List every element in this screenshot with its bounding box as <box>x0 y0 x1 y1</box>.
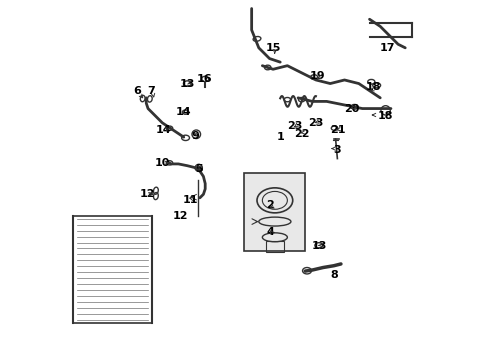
Text: 20: 20 <box>343 104 359 113</box>
Text: 2: 2 <box>266 200 274 210</box>
Text: 12: 12 <box>139 189 155 199</box>
Text: 17: 17 <box>379 43 394 53</box>
Text: 11: 11 <box>183 195 198 204</box>
Text: 3: 3 <box>333 145 341 155</box>
Text: 12: 12 <box>173 211 188 221</box>
Text: 13: 13 <box>311 241 326 251</box>
Text: 14: 14 <box>155 125 170 135</box>
Text: 16: 16 <box>196 74 212 84</box>
Text: 19: 19 <box>309 71 325 81</box>
Text: 13: 13 <box>179 78 195 89</box>
Text: 15: 15 <box>265 43 280 53</box>
Text: 1: 1 <box>276 132 284 142</box>
Text: 10: 10 <box>154 158 170 168</box>
FancyBboxPatch shape <box>244 173 305 251</box>
Text: 18: 18 <box>366 82 381 92</box>
Text: 21: 21 <box>329 125 345 135</box>
Text: 18: 18 <box>377 111 392 121</box>
Text: 7: 7 <box>147 86 155 96</box>
Text: 14: 14 <box>175 107 190 117</box>
Text: 6: 6 <box>133 86 141 96</box>
Text: 23: 23 <box>286 121 302 131</box>
Text: 5: 5 <box>195 164 202 174</box>
Text: 9: 9 <box>191 131 199 141</box>
Text: 8: 8 <box>329 270 337 280</box>
Text: 22: 22 <box>293 129 309 139</box>
Text: 4: 4 <box>266 227 274 237</box>
Text: 23: 23 <box>307 118 323 128</box>
